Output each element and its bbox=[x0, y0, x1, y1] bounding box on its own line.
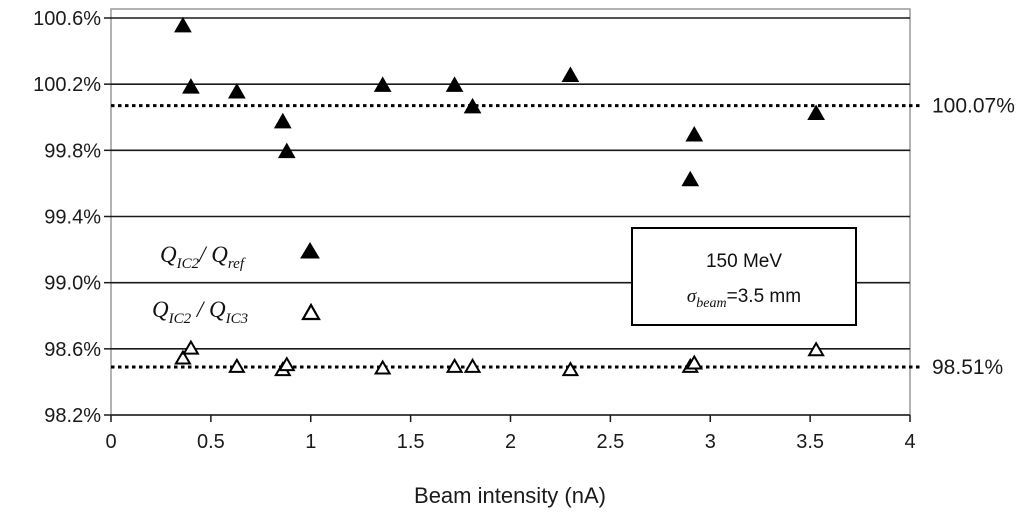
x-tick-label: 1 bbox=[305, 431, 316, 453]
annotation-sigma: σbeam=3.5 mm bbox=[687, 286, 801, 311]
data-point-qic2-qic3 bbox=[182, 339, 200, 355]
legend: QIC2/ Qref QIC2 / QIC3 bbox=[152, 242, 321, 327]
data-point-qic2-qref bbox=[681, 170, 700, 187]
x-tick-label: 1.5 bbox=[397, 431, 425, 453]
x-tick-label: 0 bbox=[105, 431, 116, 453]
data-point-qic2-qic3 bbox=[445, 357, 464, 373]
reference-line-label: 100.07% bbox=[932, 95, 1015, 118]
x-tick-label: 0.5 bbox=[197, 431, 225, 453]
data-point-qic2-qic3 bbox=[807, 341, 825, 357]
x-tick-label: 3.5 bbox=[796, 431, 824, 453]
legend-open-triangle-icon bbox=[301, 302, 321, 321]
y-tick-label: 100.2% bbox=[33, 74, 101, 96]
annotation-box: 150 MeV σbeam=3.5 mm bbox=[631, 227, 857, 326]
plot-frame bbox=[110, 8, 911, 416]
legend-entry-2: QIC2 / QIC3 bbox=[152, 297, 248, 327]
reference-line-label: 98.51% bbox=[932, 356, 1003, 379]
data-point-qic2-qic3 bbox=[278, 356, 296, 372]
data-point-qic2-qref bbox=[561, 66, 580, 82]
data-point-qic2-qref bbox=[174, 16, 192, 33]
data-point-qic2-qref bbox=[273, 112, 292, 129]
data-point-qic2-qic3 bbox=[174, 349, 192, 365]
data-point-qic2-qref bbox=[463, 97, 482, 114]
x-axis-ticks: 0 0.5 1 1.5 2 2.5 3 3.5 4 bbox=[105, 415, 916, 453]
legend-entry-1: QIC2/ Qref bbox=[160, 242, 246, 272]
data-point-qic2-qic3 bbox=[685, 354, 704, 370]
y-tick-label: 98.6% bbox=[44, 339, 101, 361]
y-axis-ticks: 98.2% 98.6% 99.0% 99.4% 99.8% 100.2% 100.6% bbox=[33, 8, 111, 427]
data-point-qic2-qic3 bbox=[561, 361, 580, 377]
y-tick-label: 99.0% bbox=[44, 273, 101, 295]
y-tick-label: 100.6% bbox=[33, 8, 101, 30]
x-axis-title: Beam intensity (nA) bbox=[414, 483, 606, 508]
x-tick-label: 2.5 bbox=[596, 431, 624, 453]
data-point-qic2-qref bbox=[182, 78, 200, 94]
data-point-qic2-qref bbox=[445, 76, 464, 92]
data-point-qic2-qic3 bbox=[373, 359, 392, 375]
data-point-qic2-qref bbox=[807, 104, 825, 121]
y-tick-label: 99.8% bbox=[44, 140, 101, 162]
annotation-energy: 150 MeV bbox=[706, 251, 782, 272]
gridlines bbox=[111, 17, 910, 416]
data-point-qic2-qic3 bbox=[228, 357, 246, 373]
reference-lines: 100.07% 98.51% bbox=[111, 95, 1015, 379]
data-point-qic2-qref bbox=[373, 76, 392, 92]
data-point-qic2-qref bbox=[277, 142, 296, 159]
data-point-qic2-qref bbox=[685, 126, 704, 142]
x-tick-label: 4 bbox=[904, 431, 915, 453]
y-tick-label: 98.2% bbox=[44, 405, 101, 427]
data-point-qic2-qic3 bbox=[463, 357, 482, 373]
x-tick-label: 2 bbox=[505, 431, 516, 453]
x-tick-label: 3 bbox=[705, 431, 716, 453]
y-tick-label: 99.4% bbox=[44, 207, 101, 229]
legend-filled-triangle-icon bbox=[300, 242, 320, 259]
data-point-qic2-qref bbox=[227, 83, 246, 99]
data-points bbox=[174, 16, 825, 377]
